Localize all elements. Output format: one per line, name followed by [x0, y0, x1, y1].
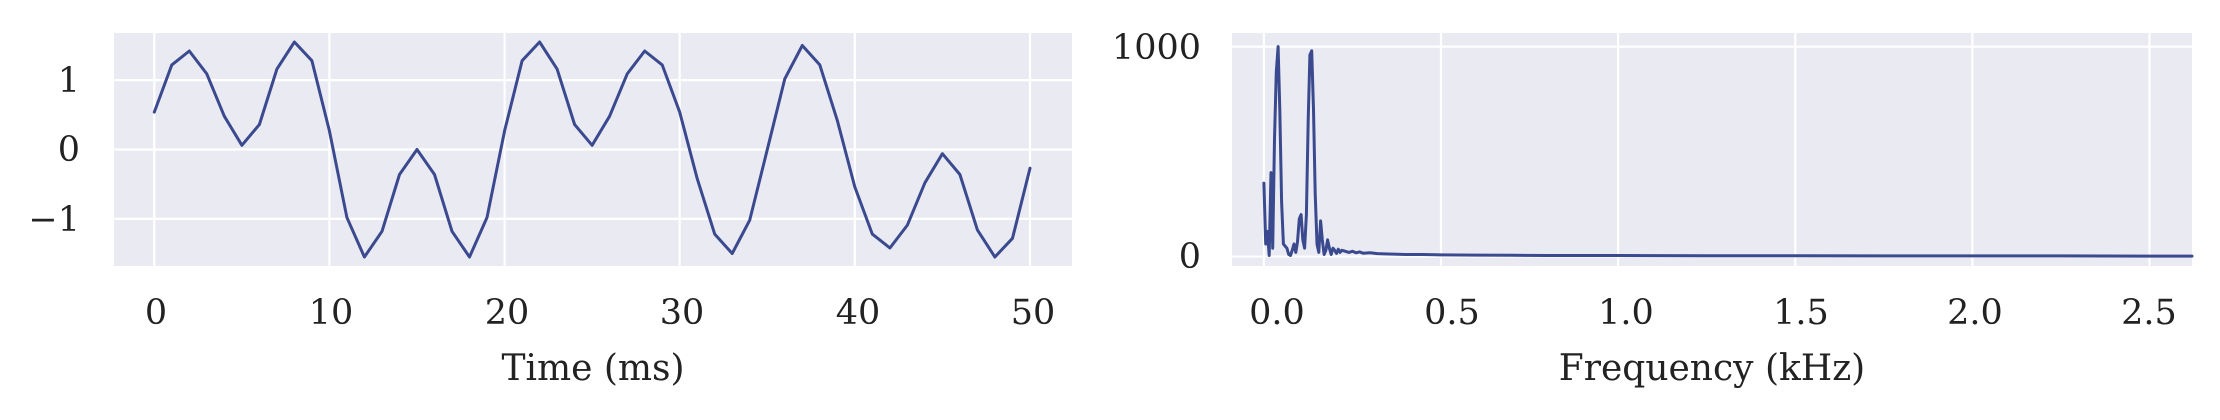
- freq-xtick-label: 2.5: [2121, 293, 2177, 333]
- time-xtick-label: 40: [836, 293, 881, 333]
- time-xtick-label: 0: [145, 293, 167, 333]
- time-x-tick-labels: 0 10 20 30 40 50: [145, 293, 1055, 333]
- time-xtick-label: 30: [660, 293, 705, 333]
- freq-ytick-label: 0: [1179, 237, 1201, 277]
- time-xtick-label: 10: [309, 293, 354, 333]
- frequency-x-tick-labels: 0.0 0.5 1.0 1.5 2.0 2.5: [1249, 293, 2177, 333]
- time-y-tick-labels: 1 0 −1: [28, 61, 80, 240]
- time-xtick-label: 50: [1011, 293, 1056, 333]
- freq-ytick-label: 1000: [1112, 28, 1201, 68]
- time-x-axis-label: Time (ms): [501, 348, 684, 389]
- time-xtick-label: 20: [485, 293, 530, 333]
- frequency-y-tick-labels: 1000 0: [1112, 28, 1201, 277]
- time-ytick-label: −1: [28, 200, 80, 240]
- time-series-line: [152, 40, 1032, 259]
- frequency-chart: 0.0 0.5 1.0 1.5 2.0 2.5 1000 0 Frequency…: [1112, 28, 2194, 389]
- time-ytick-label: 0: [58, 130, 80, 170]
- frequency-series-line: [1262, 45, 2194, 258]
- freq-xtick-label: 1.5: [1773, 293, 1829, 333]
- freq-xtick-label: 2.0: [1947, 293, 2003, 333]
- frequency-x-axis-label: Frequency (kHz): [1559, 348, 1865, 389]
- frequency-plot-area: [1232, 33, 2192, 266]
- time-chart: 0 10 20 30 40 50 1 0 −1 Time (ms): [28, 33, 1072, 389]
- freq-xtick-label: 1.0: [1598, 293, 1654, 333]
- freq-xtick-label: 0.0: [1249, 293, 1305, 333]
- time-ytick-label: 1: [58, 61, 80, 101]
- freq-xtick-label: 0.5: [1424, 293, 1480, 333]
